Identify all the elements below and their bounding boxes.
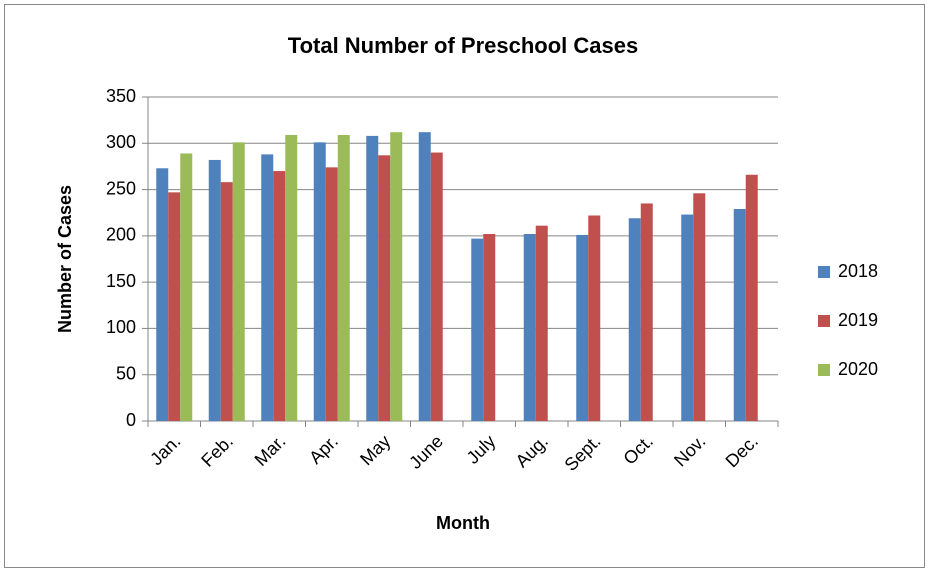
bar	[693, 193, 706, 421]
bar	[325, 167, 338, 421]
legend-label: 2020	[838, 359, 878, 379]
bar	[156, 168, 169, 421]
y-tick-label: 350	[106, 86, 136, 106]
bar	[285, 134, 298, 421]
bar	[471, 238, 484, 421]
bar	[390, 132, 403, 422]
legend-swatch	[818, 364, 830, 376]
legend-swatch	[818, 266, 830, 278]
bar	[640, 203, 653, 421]
bar	[378, 155, 391, 421]
bar	[313, 142, 326, 422]
bar	[535, 225, 548, 421]
y-tick-label: 250	[106, 178, 136, 198]
bar	[337, 134, 350, 421]
legend-label: 2019	[838, 310, 878, 330]
y-tick-label: 300	[106, 132, 136, 152]
legend-swatch	[818, 315, 830, 327]
legend-label: 2018	[838, 261, 878, 281]
y-tick-label: 200	[106, 225, 136, 245]
y-tick-label: 0	[126, 410, 136, 430]
bar	[576, 234, 589, 421]
y-tick-label: 100	[106, 317, 136, 337]
bar	[232, 142, 245, 422]
bar	[168, 192, 181, 421]
bar	[273, 171, 286, 421]
bar	[681, 214, 694, 421]
bar	[180, 153, 193, 421]
bar	[523, 234, 536, 421]
bar	[366, 135, 379, 421]
bar	[220, 182, 233, 421]
x-axis-title: Month	[436, 513, 490, 533]
bar	[418, 132, 431, 422]
bar	[745, 174, 758, 421]
bar	[208, 159, 221, 421]
bar	[628, 218, 641, 421]
y-tick-label: 50	[116, 363, 136, 383]
chart-title: Total Number of Preschool Cases	[288, 33, 638, 58]
y-axis-title: Number of Cases	[55, 185, 75, 333]
chart-border	[4, 4, 925, 568]
bar	[261, 154, 274, 421]
bar	[430, 152, 443, 422]
bar	[588, 215, 601, 421]
bar	[733, 209, 746, 421]
y-tick-label: 150	[106, 271, 136, 291]
bar	[483, 234, 496, 421]
